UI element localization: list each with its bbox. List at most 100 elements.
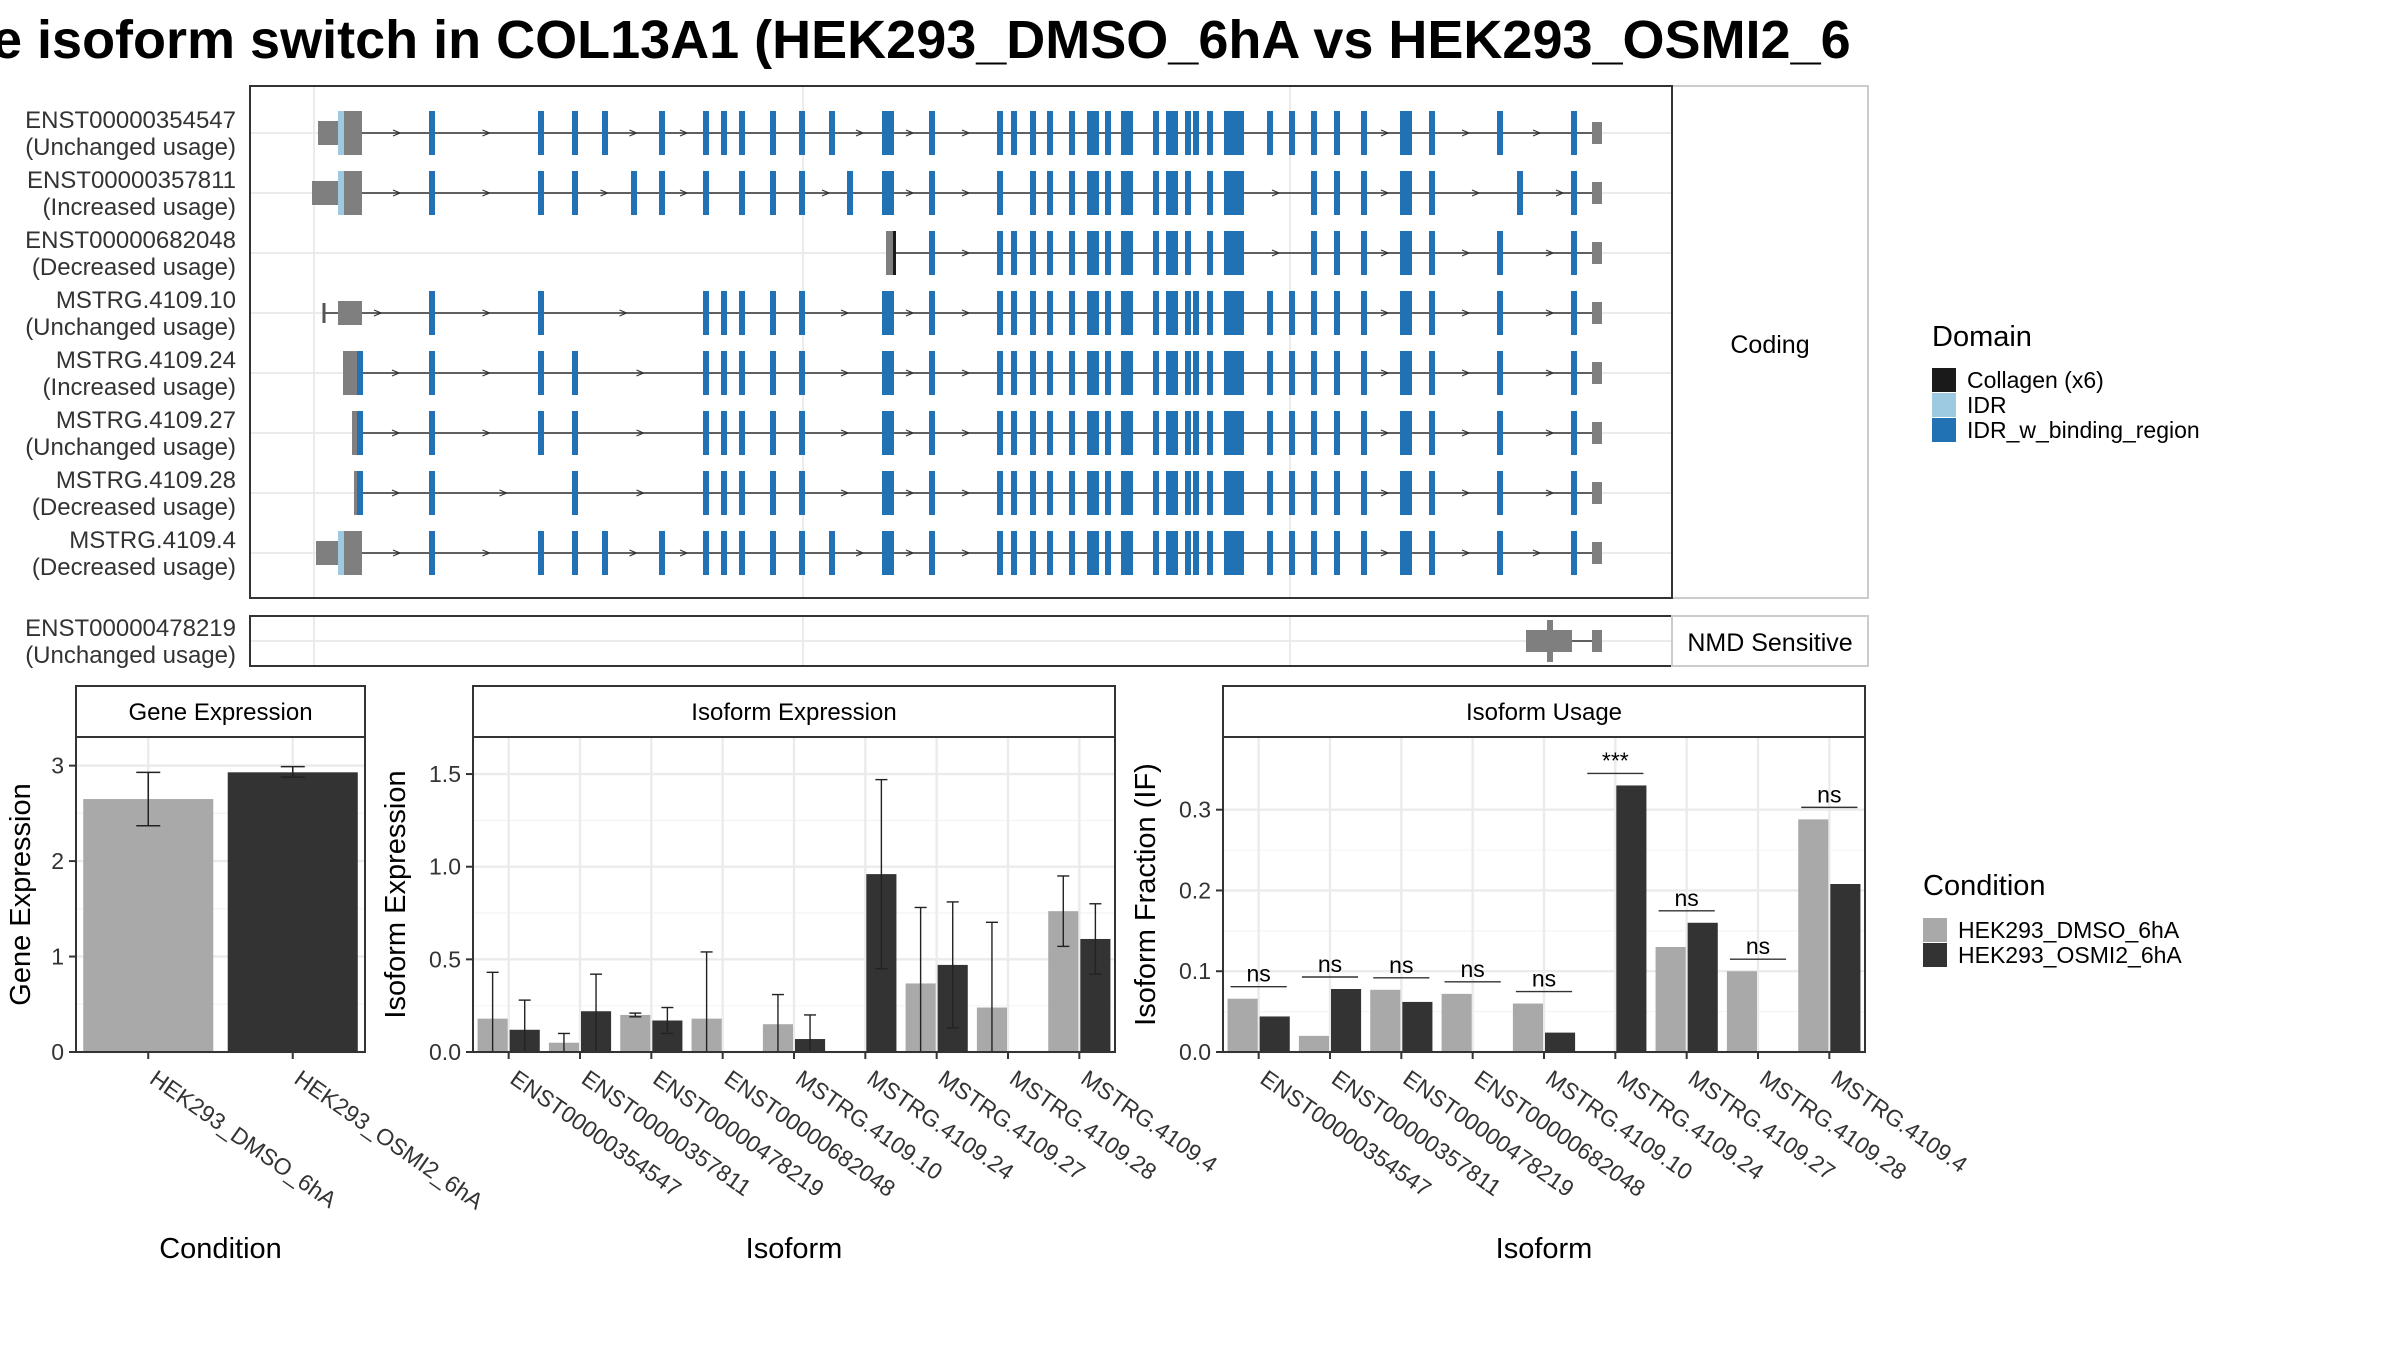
significance-label: ns <box>1461 956 1485 982</box>
x-axis-title: Condition <box>159 1233 282 1265</box>
cds-exon <box>1087 411 1099 455</box>
collagen-domain <box>893 231 896 275</box>
arrow-icon <box>1380 369 1390 377</box>
y-tick-label: 0 <box>51 1039 64 1065</box>
cds-exon <box>1429 291 1435 335</box>
cds-exon <box>659 531 665 575</box>
transcript-id-label: MSTRG.4109.4 <box>69 527 236 554</box>
cds-exon <box>703 171 709 215</box>
panel-title: Isoform Expression <box>691 699 896 726</box>
cds-exon <box>1030 111 1036 155</box>
cds-exon <box>799 411 805 455</box>
cds-exon <box>1267 531 1273 575</box>
domain-legend-title: Domain <box>1932 321 2032 353</box>
legend-label: HEK293_DMSO_6hA <box>1958 917 2180 943</box>
cds-exon <box>1087 291 1099 335</box>
cds-exon <box>1224 111 1238 155</box>
arrow-icon <box>1461 429 1471 437</box>
cds-exon <box>1224 411 1238 455</box>
cds-exon <box>1193 531 1199 575</box>
cds-exon <box>1069 411 1075 455</box>
cds-exon <box>997 291 1003 335</box>
cds-exon <box>1224 471 1238 515</box>
arrow-icon <box>1545 369 1555 377</box>
arrow-icon <box>905 309 915 317</box>
bar <box>1370 989 1401 1052</box>
cds-exon <box>1047 171 1053 215</box>
transcript-usage-label: (Unchanged usage) <box>25 314 236 341</box>
cds-exon <box>1361 291 1367 335</box>
cds-exon <box>659 171 665 215</box>
utr-exon <box>344 531 362 575</box>
utr-exon <box>1592 630 1602 652</box>
arrow-icon <box>392 129 402 137</box>
cds-exon <box>1193 351 1199 395</box>
condition-legend: Condition HEK293_DMSO_6hAHEK293_OSMI2_6h… <box>1923 870 2182 968</box>
cds-exon <box>929 171 935 215</box>
arrow-icon <box>1380 309 1390 317</box>
cds-exon <box>1011 531 1017 575</box>
arrow-icon <box>1461 309 1471 317</box>
cds-exon <box>997 471 1003 515</box>
cds-exon <box>1047 531 1053 575</box>
cds-exon <box>929 351 935 395</box>
idr-domain <box>338 171 344 215</box>
cds-exon <box>770 111 776 155</box>
legend-label: IDR <box>1967 392 2007 418</box>
arrow-icon <box>636 429 646 437</box>
cds-exon <box>1400 291 1412 335</box>
utr-exon <box>354 471 358 515</box>
cds-exon <box>1267 351 1273 395</box>
cds-exon <box>1069 171 1075 215</box>
bar <box>1402 1001 1433 1052</box>
cds-exon <box>1121 471 1133 515</box>
bar <box>83 799 214 1052</box>
transcript-usage-label: (Increased usage) <box>43 194 236 221</box>
cds-exon <box>1166 231 1178 275</box>
cds-exon <box>1361 411 1367 455</box>
cds-exon <box>770 171 776 215</box>
transcript-id-label: MSTRG.4109.24 <box>56 347 236 374</box>
cds-exon <box>929 111 935 155</box>
cds-exon <box>1311 411 1317 455</box>
utr-exon <box>1592 482 1602 504</box>
cds-exon <box>1361 471 1367 515</box>
coding-panel-bg <box>250 86 1672 598</box>
cds-exon <box>997 531 1003 575</box>
cds-exon <box>1153 471 1159 515</box>
transcript-row-7 <box>354 471 1602 515</box>
cds-exon <box>1429 471 1435 515</box>
utr-exon <box>1592 182 1602 204</box>
arrow-icon <box>840 369 850 377</box>
cds-exon <box>1207 471 1213 515</box>
cds-exon <box>770 411 776 455</box>
cds-exon <box>882 351 894 395</box>
cds-exon <box>799 531 805 575</box>
cds-exon <box>1069 351 1075 395</box>
cds-exon <box>1497 111 1503 155</box>
cds-exon <box>659 111 665 155</box>
transcript-id-label: ENST00000354547 <box>25 107 236 134</box>
cds-exon <box>1289 291 1295 335</box>
arrow-icon <box>373 309 383 317</box>
cds-exon <box>1334 291 1340 335</box>
cds-exon <box>1571 471 1577 515</box>
cds-exon <box>721 411 727 455</box>
arrow-icon <box>482 429 492 437</box>
cds-exon <box>1166 531 1178 575</box>
cds-exon <box>1429 171 1435 215</box>
cds-exon <box>721 351 727 395</box>
cds-exon <box>1185 111 1191 155</box>
cds-exon <box>1311 471 1317 515</box>
bar <box>1798 819 1829 1052</box>
arrow-icon <box>482 549 492 557</box>
cds-exon <box>1429 231 1435 275</box>
arrow-icon <box>1545 429 1555 437</box>
cds-exon <box>721 531 727 575</box>
legend-key-2 <box>1923 943 1947 967</box>
arrow-icon <box>1380 189 1390 197</box>
cds-exon <box>1400 531 1412 575</box>
arrow-icon <box>1461 369 1471 377</box>
